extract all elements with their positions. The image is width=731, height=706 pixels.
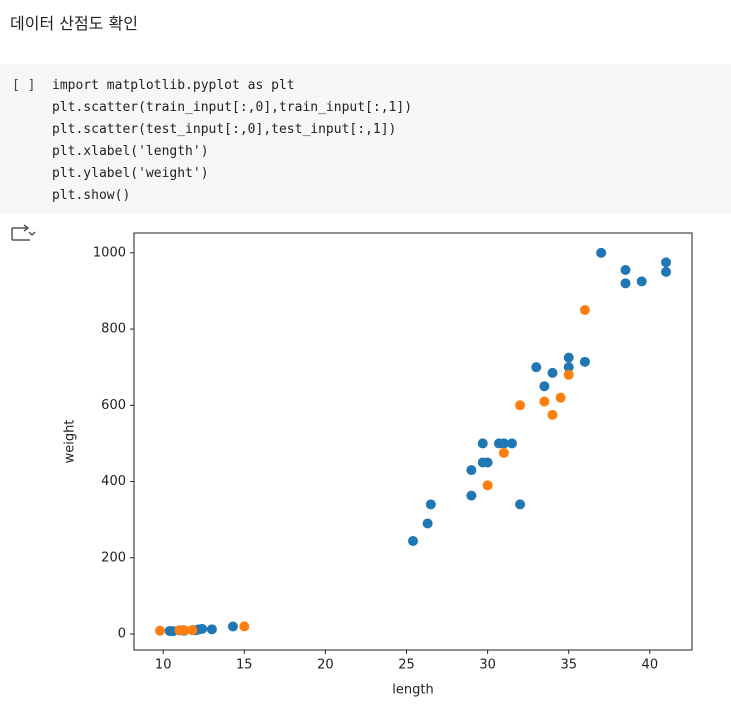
x-tick-label: 30 bbox=[479, 658, 496, 673]
scatter-point bbox=[506, 438, 517, 449]
scatter-point bbox=[563, 362, 574, 373]
scatter-point bbox=[531, 362, 542, 373]
plot-frame bbox=[133, 232, 693, 651]
scatter-point bbox=[179, 625, 190, 636]
scatter-point bbox=[547, 409, 558, 420]
scatter-point bbox=[187, 625, 198, 636]
scatter-point bbox=[539, 396, 550, 407]
scatter-point bbox=[515, 499, 526, 510]
scatter-point bbox=[197, 623, 208, 634]
scatter-point bbox=[477, 438, 488, 449]
x-axis-label: length bbox=[392, 683, 433, 698]
scatter-point bbox=[563, 369, 574, 380]
scatter-point bbox=[498, 447, 509, 458]
x-tick-label: 25 bbox=[398, 658, 415, 673]
scatter-point bbox=[466, 490, 477, 501]
heading: 데이터 산점도 확인 bbox=[10, 14, 138, 33]
y-tick-label: 600 bbox=[101, 398, 126, 413]
scatter-point bbox=[636, 276, 647, 287]
scatter-point bbox=[596, 247, 607, 258]
y-axis-label: weight bbox=[63, 420, 78, 464]
scatter-point bbox=[539, 381, 550, 392]
scatter-point bbox=[661, 266, 672, 277]
scatter-point bbox=[482, 457, 493, 468]
scatter-point bbox=[620, 278, 631, 289]
scatter-point bbox=[239, 621, 250, 632]
x-tick-label: 35 bbox=[560, 658, 577, 673]
y-tick-label: 1000 bbox=[93, 245, 126, 260]
output-icon[interactable] bbox=[11, 224, 36, 241]
y-tick-label: 800 bbox=[101, 322, 126, 337]
scatter-point bbox=[555, 392, 566, 403]
scatter-point bbox=[620, 264, 631, 275]
code-line: plt.show() bbox=[52, 188, 131, 203]
scatter-point bbox=[206, 624, 217, 635]
y-tick-label: 200 bbox=[101, 550, 126, 565]
code-cell[interactable]: [ ] import matplotlib.pyplot as plt plt.s… bbox=[0, 64, 731, 213]
scatter-point bbox=[563, 352, 574, 363]
scatter-point bbox=[425, 499, 436, 510]
scatter-point bbox=[422, 518, 433, 529]
x-tick-label: 15 bbox=[236, 658, 253, 673]
chart: 10 15 20 25 30 35 4002004006008001000lengthwei… bbox=[11, 224, 693, 698]
code-line: import matplotlib.pyplot as plt bbox=[52, 78, 295, 93]
scatter-point bbox=[482, 480, 493, 491]
scatter-point bbox=[498, 438, 509, 449]
x-tick-label: 20 bbox=[317, 658, 334, 673]
scatter-point bbox=[154, 625, 165, 636]
code-line: plt.scatter(train_input[:,0],train_input… bbox=[52, 100, 413, 115]
scatter-point bbox=[466, 465, 477, 476]
code-line: plt.ylabel('weight') bbox=[52, 166, 209, 181]
x-tick-label: 10 bbox=[155, 658, 172, 673]
scatter-point bbox=[547, 367, 558, 378]
y-tick-label: 400 bbox=[101, 474, 126, 489]
run-button[interactable]: [ ] bbox=[12, 78, 36, 93]
scatter-point bbox=[227, 621, 238, 632]
scatter-point bbox=[515, 400, 526, 411]
scatter-point bbox=[579, 356, 590, 367]
code-line: plt.xlabel('length') bbox=[52, 144, 209, 159]
code-line: plt.scatter(test_input[:,0],test_input[:… bbox=[52, 122, 397, 137]
scatter-point bbox=[408, 535, 418, 546]
scatter-point bbox=[661, 257, 672, 268]
x-tick-label: 40 bbox=[642, 658, 659, 673]
y-tick-label: 0 bbox=[118, 626, 126, 641]
scatter-point bbox=[579, 304, 590, 315]
